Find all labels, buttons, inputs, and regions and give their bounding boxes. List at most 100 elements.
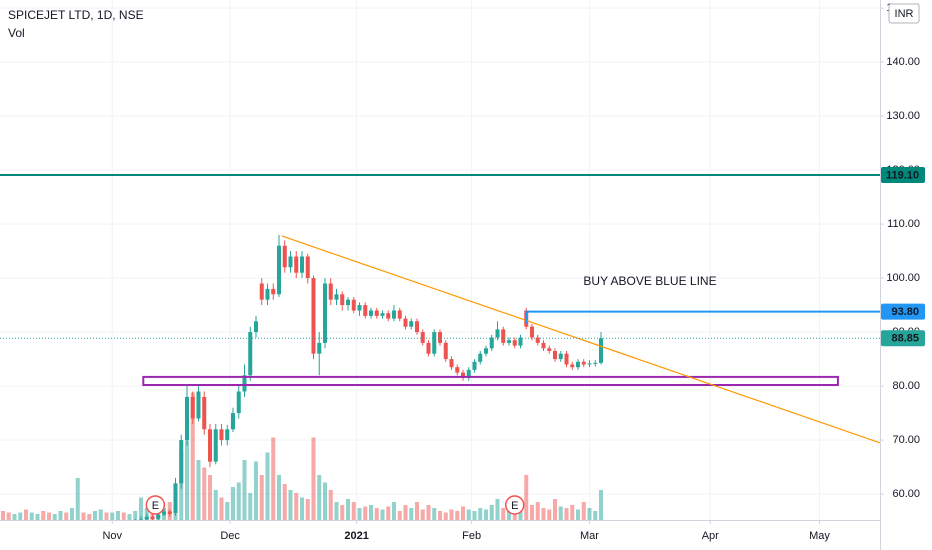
volume-bar [501,508,506,520]
candle-body [294,256,299,273]
support-zone [142,375,839,387]
volume-bar [196,460,201,520]
volume-bar [363,506,368,520]
y-tick-label: 80.00 [892,380,920,392]
volume-bar [449,509,454,520]
candle-body [575,361,581,368]
candle-body [443,342,448,360]
volume-title: Vol [8,26,25,40]
volume-bar [380,509,385,520]
candle-body [495,329,500,338]
volume-bar [69,508,75,520]
candle-body [24,543,28,546]
volume-bar [207,475,213,520]
candle-body [489,337,494,349]
volume-bar [121,512,126,520]
candle-body [76,532,80,535]
y-tick-label: 130.00 [886,110,920,122]
candle-body [541,342,546,349]
volume-bar [294,493,299,520]
candle-body [225,429,230,441]
annotation: BUY ABOVE BLUE LINE [583,274,716,288]
volume-bar [248,493,253,520]
candle-body [58,536,62,540]
volume-bar [345,499,351,520]
volume-bar [23,509,29,520]
volume-bar [558,506,563,520]
level-tag [881,166,925,183]
candle-body [357,305,362,311]
candle-body [351,299,356,311]
volume-bar [374,508,379,520]
candle-body [501,329,506,343]
volume-bar [104,512,109,520]
candle-body [426,342,431,354]
candle-body [47,540,51,544]
last-price-tag [881,330,925,347]
volume-bar [81,512,86,520]
volume-bar [432,508,437,520]
volume-bar [213,490,218,520]
volume-bar [455,511,460,520]
candle-body [472,361,477,370]
volume-bar [328,490,333,520]
candle-body [179,440,184,484]
candle-body [598,338,604,363]
candle-body [363,305,368,316]
volume-bar [18,512,23,520]
volume-bar [340,505,345,520]
volume-bar [311,437,316,520]
candle-body [368,310,374,316]
candle-body [81,532,85,535]
candle-body [299,256,305,273]
volume-bar [271,437,276,520]
volume-bar [409,508,414,520]
candle-body [409,321,414,327]
volume-bar [41,511,46,520]
volume-bar [138,497,144,520]
candle-body [460,372,466,378]
candle-body [207,429,213,462]
y-tick-label: 110.00 [887,218,920,230]
candle-body [570,364,575,368]
candle-body [581,361,586,365]
candle-body [30,542,34,546]
candle-body [271,288,276,295]
candle-body [420,332,425,343]
y-tick-label: 140.00 [886,56,920,68]
candle-body [529,326,535,338]
volume-bar [535,502,540,520]
volume-bar [541,508,546,520]
volume-bar [236,482,241,520]
candle-body [1,546,5,548]
y-tick-label: 100.00 [886,272,920,284]
candle-body [593,362,598,364]
grid-layer [0,0,880,520]
candle-body [265,288,270,300]
volume-bar [518,509,523,520]
candle-body [156,514,161,519]
candle-body [276,245,282,295]
volume-bar [334,502,339,520]
volume-bar [299,497,305,520]
level-label: 119.10 [886,169,919,181]
volume-bar [443,512,448,520]
candle-body [374,310,379,316]
last-price-label: 88.85 [891,333,919,345]
x-tick-label: Feb [462,530,481,542]
candle-body [41,537,45,540]
volume-bar [87,514,92,520]
volume-bar [202,467,207,520]
volume-bar [110,512,115,520]
volume-bar [552,499,558,520]
volume-bar [242,460,247,520]
candle-body [196,391,201,419]
candle-body [288,256,293,268]
candle-body [127,525,131,529]
volume-bar [317,475,322,520]
candle-body [144,516,149,520]
volume-bar [466,509,471,520]
candle-body [35,537,39,541]
